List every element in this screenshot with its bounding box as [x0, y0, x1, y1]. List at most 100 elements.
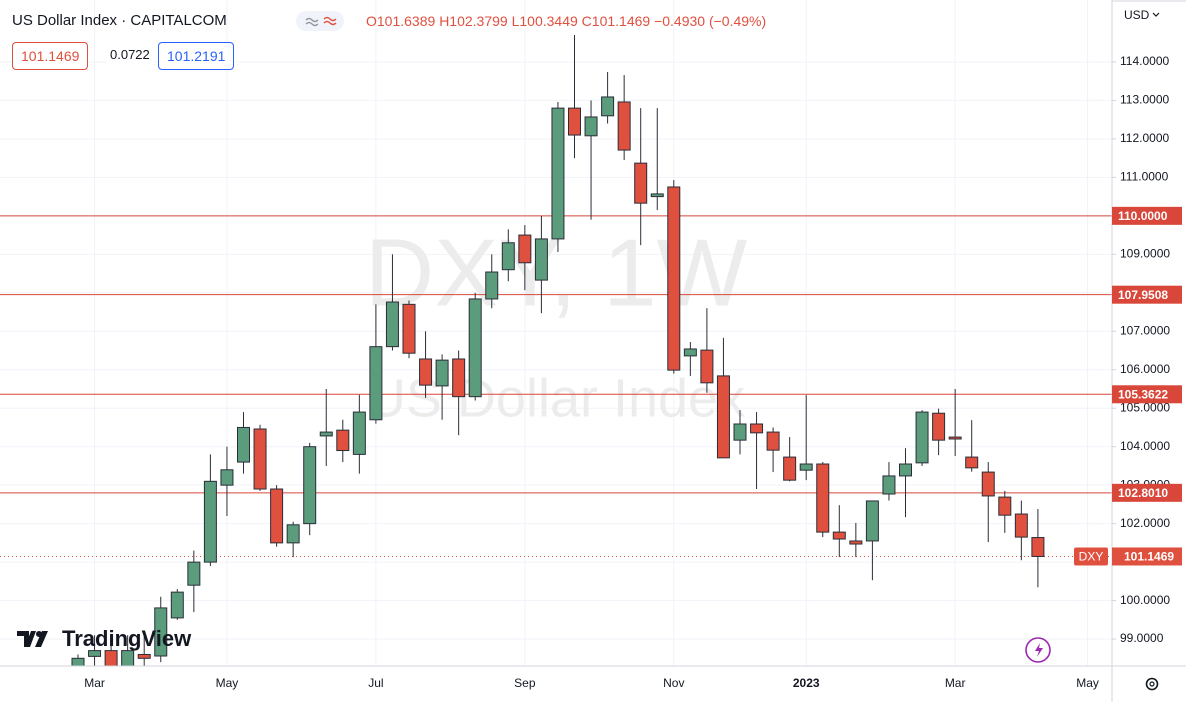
candle-body [501, 242, 515, 271]
candle-body [270, 488, 284, 544]
candle-body [1014, 513, 1028, 538]
candle-body [319, 431, 333, 437]
y-tick-label: 100.0000 [1120, 593, 1170, 607]
candle-body [419, 358, 433, 386]
candle-body [137, 653, 151, 659]
candle-body [551, 107, 565, 240]
candle-body [568, 107, 581, 136]
candle-body [948, 436, 962, 440]
candle-body [336, 429, 350, 452]
candle-body [915, 411, 929, 464]
candle-body [518, 234, 532, 264]
candle-body [766, 431, 780, 451]
y-tick-label: 109.0000 [1120, 246, 1170, 260]
x-tick-label: 2023 [793, 676, 820, 690]
hline-label-bg [1112, 385, 1182, 404]
candle-body [1031, 537, 1045, 557]
candle-body [534, 238, 548, 281]
candle-body [352, 411, 366, 455]
ohlc-legend: O101.6389 H102.3799 L100.3449 C101.1469 … [366, 13, 766, 29]
candle-body [617, 101, 631, 151]
candle-body [154, 607, 168, 657]
grid [0, 0, 1112, 666]
candle-body [385, 301, 399, 348]
candle-body [816, 463, 830, 533]
candle-body [452, 358, 466, 398]
candle-body [402, 303, 416, 354]
candle-body [203, 480, 217, 563]
candle-body [121, 650, 135, 666]
x-tick-label: Mar [84, 676, 105, 690]
hline-label: 107.9508 [1118, 288, 1168, 302]
y-tick-label: 99.0000 [1120, 631, 1164, 645]
candles [71, 35, 1045, 666]
hline-label: 102.8010 [1118, 486, 1168, 500]
candle-body [584, 116, 598, 137]
candle-body [435, 359, 449, 387]
candle-body [965, 456, 979, 469]
symbol-tag: DXY [1079, 550, 1104, 564]
candle-body [981, 471, 995, 497]
sell-price[interactable]: 101.1469 [12, 42, 89, 70]
candle-body [468, 298, 482, 398]
hline-label-bg [1112, 206, 1182, 225]
candle-body [88, 650, 102, 657]
candle-body [71, 657, 85, 666]
candle-body [485, 271, 499, 300]
candle-body [601, 96, 615, 117]
y-tick-label: 106.0000 [1120, 362, 1170, 376]
brand-name: TradingView [62, 626, 192, 651]
candle-body [899, 463, 912, 477]
candle-body [253, 428, 267, 490]
alert-icon[interactable] [1025, 637, 1051, 663]
settings-icon[interactable] [1145, 677, 1159, 691]
candle-body [187, 561, 201, 586]
candle-body [750, 423, 764, 434]
compare-pill[interactable] [296, 11, 344, 31]
last-price-label: 101.1469 [1124, 550, 1174, 564]
x-tick-label: Mar [945, 676, 966, 690]
currency[interactable]: USD [1124, 8, 1150, 22]
candle-body [733, 423, 747, 441]
candle-body [716, 375, 730, 459]
legend-close: C101.1469 [581, 13, 651, 29]
hline-label: 105.3622 [1118, 387, 1168, 401]
x-tick-label: May [216, 676, 239, 690]
candle-body [932, 412, 946, 441]
candle-body [832, 531, 846, 540]
y-tick-label: 112.0000 [1120, 131, 1169, 145]
brand-logo: TradingView [17, 626, 192, 651]
currency-caret[interactable] [1152, 12, 1160, 17]
legend-high: H102.3799 [439, 13, 508, 29]
symbol-title[interactable]: US Dollar Index · CAPITALCOM [12, 12, 227, 29]
y-tick-label: 111.0000 [1120, 170, 1169, 184]
candle-body [286, 524, 300, 544]
legend-open: O101.6389 [366, 13, 436, 29]
x-tick-label: Jul [368, 676, 383, 690]
legend-change: −0.4930 (−0.49%) [654, 13, 767, 29]
x-tick-label: Sep [514, 676, 536, 690]
candle-body [865, 500, 879, 542]
y-tick-label: 105.0000 [1120, 400, 1170, 414]
candle-body [882, 475, 896, 495]
y-tick-label: 107.0000 [1120, 323, 1170, 337]
hline-label-bg [1112, 483, 1182, 502]
candle-body [220, 469, 234, 486]
candle-body [104, 650, 118, 666]
x-tick-label: Nov [663, 676, 684, 690]
buy-price[interactable]: 101.2191 [158, 42, 235, 70]
spread: 0.0722 [106, 42, 154, 68]
pill-icons [305, 16, 337, 27]
candle-body [303, 446, 317, 525]
candle-body [683, 348, 697, 357]
candle-body [170, 591, 184, 619]
candle-body [998, 496, 1012, 516]
candle-body [650, 193, 664, 198]
candle-body [369, 346, 383, 421]
candle-body [783, 456, 797, 481]
y-tick-label: 114.0000 [1120, 54, 1169, 68]
candle-body [634, 162, 648, 204]
symbol-tag-bg [1074, 547, 1108, 566]
